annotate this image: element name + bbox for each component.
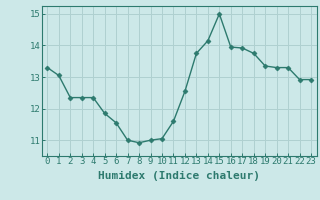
X-axis label: Humidex (Indice chaleur): Humidex (Indice chaleur)	[98, 171, 260, 181]
